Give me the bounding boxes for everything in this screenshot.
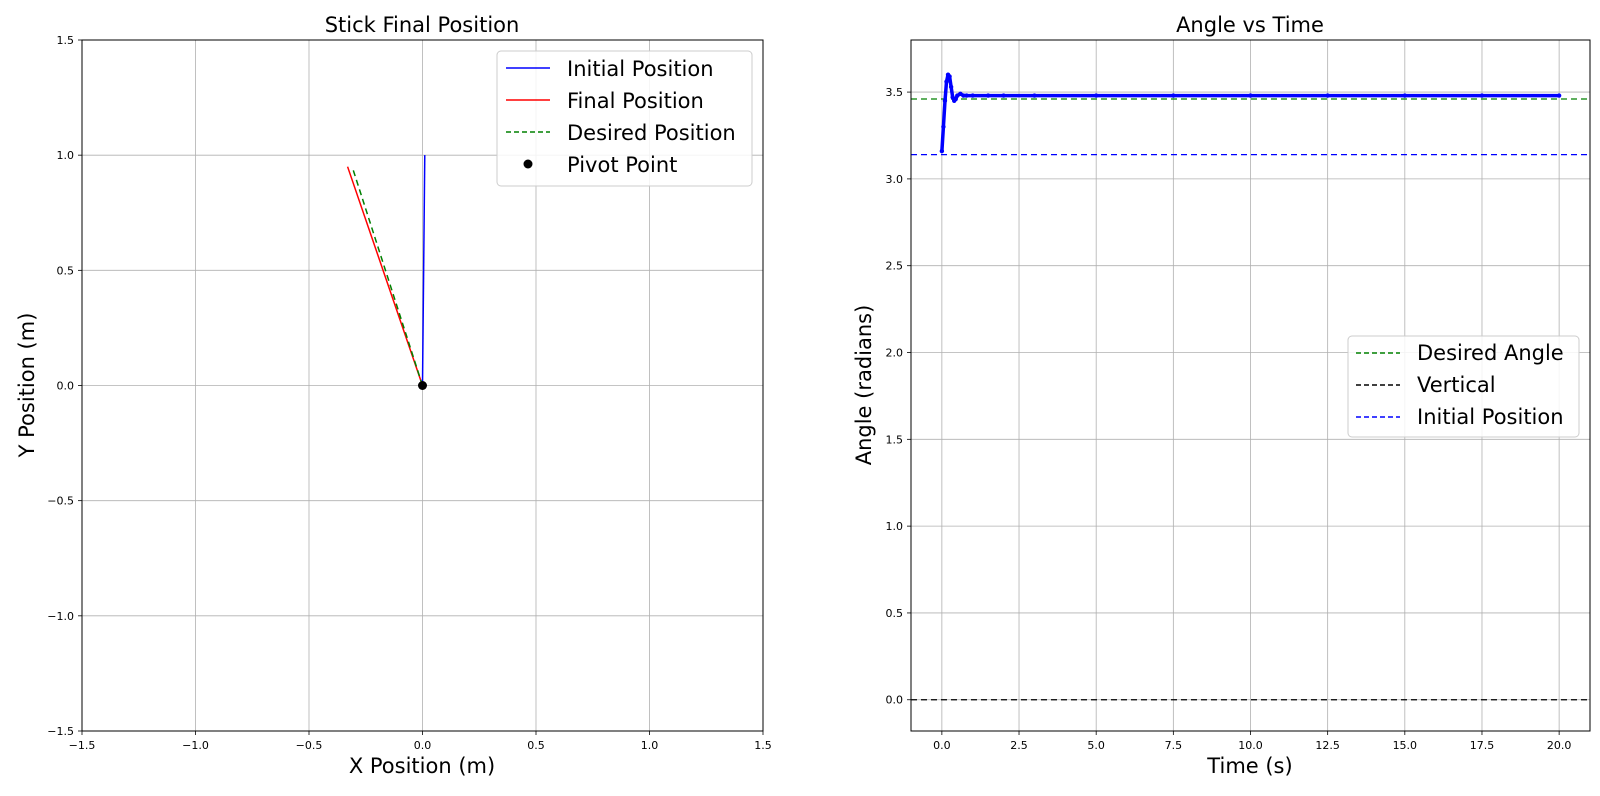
left-series-layer — [346, 155, 427, 390]
angle-data-point — [961, 93, 966, 98]
right-y-tick-label: 1.5 — [886, 433, 904, 446]
right-x-tick-label: 0.0 — [933, 739, 951, 752]
left-y-tick-label: −1.0 — [47, 610, 74, 623]
right-x-tick-label: 7.5 — [1165, 739, 1183, 752]
right-y-tick-label: 2.0 — [886, 347, 904, 360]
right-x-tick-label: 12.5 — [1315, 739, 1340, 752]
left-y-tick-label: 0.0 — [57, 380, 75, 393]
left-legend-box — [496, 50, 753, 187]
left-x-axis-label: X Position (m) — [349, 754, 495, 778]
right-legend-label-desired: Desired Angle — [1417, 341, 1564, 365]
left-x-tick-label: 1.0 — [641, 739, 659, 752]
right-x-tick-label: 20.0 — [1547, 739, 1572, 752]
left-legend: Initial Position Final Position Desired … — [496, 50, 753, 187]
right-legend-label-vertical: Vertical — [1417, 373, 1496, 397]
angle-data-point — [947, 74, 952, 79]
right-plot-title: Angle vs Time — [1176, 13, 1324, 37]
right-y-tick-label: 2.5 — [886, 260, 904, 273]
angle-data-point — [1093, 93, 1099, 98]
pivot-point-marker — [418, 381, 427, 390]
stick-position-chart: Stick Final Position −1.5 −1.0 −0.5 0.0 0.5 1… — [15, 13, 772, 778]
left-legend-swatch-pivot — [523, 159, 533, 169]
final-position-line — [346, 166, 424, 386]
angle-data-point — [1479, 93, 1485, 98]
left-ticks: −1.5 −1.0 −0.5 0.0 0.5 1.0 1.5 −1.5 −1.0 −0.5 0.0 0… — [47, 34, 771, 752]
right-y-tick-label: 1.0 — [886, 520, 904, 533]
right-series-layer — [911, 72, 1590, 701]
left-plot-title: Stick Final Position — [325, 13, 520, 37]
angle-data-point — [1556, 93, 1562, 98]
right-y-tick-label: 3.0 — [886, 173, 904, 186]
angle-data-point — [939, 148, 945, 154]
left-x-tick-label: −1.5 — [69, 739, 96, 752]
desired-position-line — [351, 166, 424, 386]
left-y-tick-label: 1.0 — [57, 149, 75, 162]
angle-data-point — [953, 96, 958, 102]
angle-data-point — [941, 124, 946, 130]
angle-data-point — [1001, 93, 1006, 98]
angle-data-point — [944, 79, 949, 84]
right-y-tick-label: 3.5 — [886, 86, 904, 99]
right-x-tick-label: 15.0 — [1393, 739, 1418, 752]
right-ticks: 0.0 2.5 5.0 7.5 10.0 12.5 15.0 17.5 20.0 0.0 0.5 1.… — [886, 86, 1572, 752]
angle-data-point — [1171, 93, 1176, 98]
angle-data-point — [985, 93, 991, 98]
right-x-tick-label: 2.5 — [1010, 739, 1028, 752]
left-legend-label-desired: Desired Position — [567, 121, 736, 145]
right-x-tick-label: 5.0 — [1087, 739, 1105, 752]
right-legend-label-initial: Initial Position — [1417, 405, 1564, 429]
left-x-tick-label: −0.5 — [296, 739, 323, 752]
right-y-axis-label: Angle (radians) — [852, 305, 876, 466]
right-legend-box — [1347, 335, 1580, 438]
angle-data-point — [964, 93, 969, 98]
left-legend-label-pivot: Pivot Point — [567, 153, 677, 177]
angle-data-point — [1032, 93, 1037, 98]
left-x-tick-label: 0.5 — [527, 739, 545, 752]
angle-data-point — [1248, 93, 1253, 98]
left-y-tick-label: −0.5 — [47, 495, 74, 508]
angle-time-chart: Angle vs Time 0.0 2.5 5.0 7.5 10.0 12.5 15.0 17… — [852, 13, 1591, 778]
right-x-tick-label: 17.5 — [1470, 739, 1495, 752]
angle-data-point — [948, 84, 954, 90]
left-y-tick-label: 0.5 — [57, 264, 75, 277]
left-legend-label-initial: Initial Position — [567, 57, 714, 81]
angle-data-point — [970, 93, 975, 98]
angle-data-point — [942, 98, 948, 103]
left-legend-label-final: Final Position — [567, 89, 704, 113]
right-x-axis-label: Time (s) — [1206, 754, 1292, 778]
initial-position-line — [421, 155, 426, 386]
right-x-tick-label: 10.0 — [1238, 739, 1263, 752]
angle-data-point — [1325, 93, 1330, 98]
left-y-tick-label: −1.5 — [47, 725, 74, 738]
right-y-tick-label: 0.5 — [886, 607, 904, 620]
right-y-tick-label: 0.0 — [886, 694, 904, 707]
left-y-axis-label: Y Position (m) — [15, 313, 39, 459]
left-x-tick-label: 0.0 — [414, 739, 432, 752]
angle-data-point — [1402, 93, 1408, 98]
left-y-tick-label: 1.5 — [57, 34, 75, 47]
left-x-tick-label: 1.5 — [754, 739, 772, 752]
left-x-tick-label: −1.0 — [182, 739, 209, 752]
right-legend: Desired Angle Vertical Initial Position — [1347, 335, 1580, 438]
